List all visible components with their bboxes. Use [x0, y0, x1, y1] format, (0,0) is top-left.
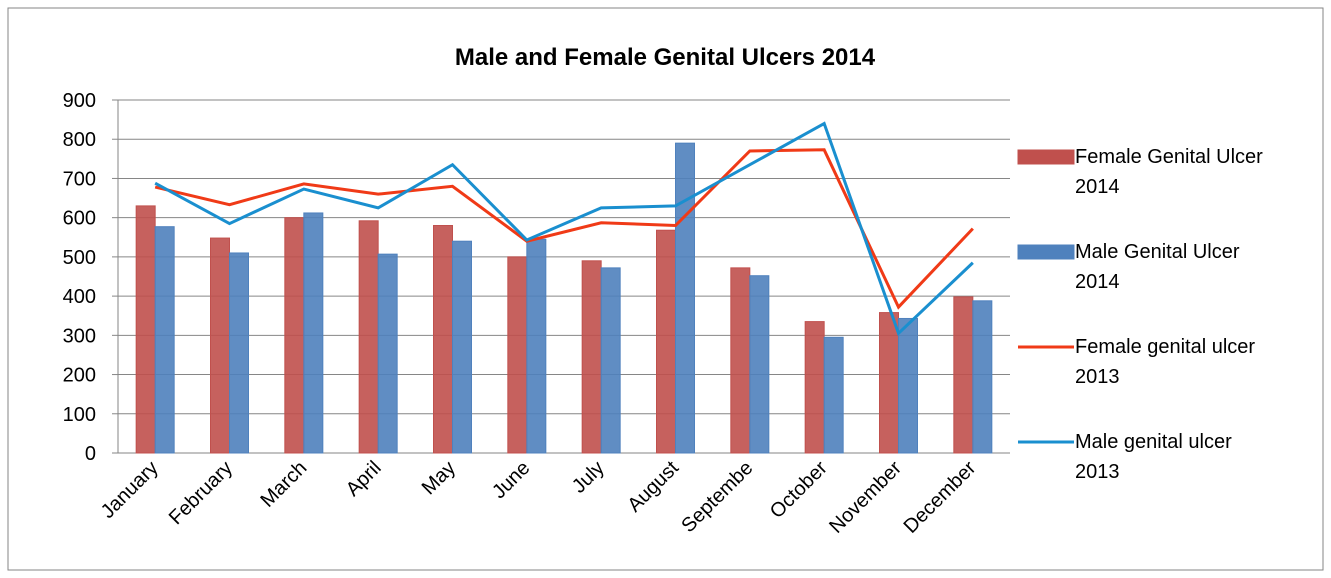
bar — [600, 267, 621, 454]
y-tick-label: 0 — [85, 443, 96, 465]
bar — [210, 237, 230, 454]
y-tick-label: 300 — [63, 325, 96, 347]
bar — [730, 267, 751, 454]
chart-title: Male and Female Genital Ulcers 2014 — [455, 44, 876, 71]
bar — [879, 312, 899, 454]
bar — [823, 336, 844, 454]
legend-swatch — [1017, 149, 1075, 165]
line — [154, 148, 974, 310]
bar — [953, 296, 974, 454]
legend-label: Female genital ulcer 2013 — [1075, 336, 1256, 388]
bar — [656, 229, 676, 454]
bar — [526, 238, 547, 454]
bar — [804, 321, 825, 454]
bar — [377, 253, 398, 454]
bar — [898, 317, 918, 454]
y-tick-label: 600 — [63, 208, 96, 230]
bar — [581, 260, 602, 454]
bar — [229, 252, 249, 454]
bar — [303, 212, 324, 454]
legend-label: Male genital ulcer 2013 — [1075, 431, 1232, 483]
line — [154, 121, 974, 337]
y-tick-label: 200 — [63, 365, 96, 387]
bar — [433, 225, 453, 454]
legend-label: Male Genital Ulcer 2014 — [1075, 241, 1240, 293]
bar — [749, 275, 770, 454]
legend-swatch — [1017, 244, 1075, 260]
y-tick-label: 400 — [63, 286, 96, 308]
bar — [284, 217, 305, 454]
bar — [135, 205, 156, 454]
bar — [452, 240, 472, 454]
bar — [358, 220, 379, 454]
y-tick-label: 700 — [63, 168, 96, 190]
y-tick-label: 800 — [63, 129, 96, 151]
y-tick-label: 100 — [63, 404, 96, 426]
legend-label: Female Genital Ulcer 2014 — [1075, 146, 1263, 198]
bar — [675, 142, 695, 454]
y-tick-label: 500 — [63, 247, 96, 269]
bar — [507, 256, 528, 454]
bar — [154, 226, 175, 454]
bar — [972, 300, 993, 454]
y-tick-label: 900 — [63, 90, 96, 112]
